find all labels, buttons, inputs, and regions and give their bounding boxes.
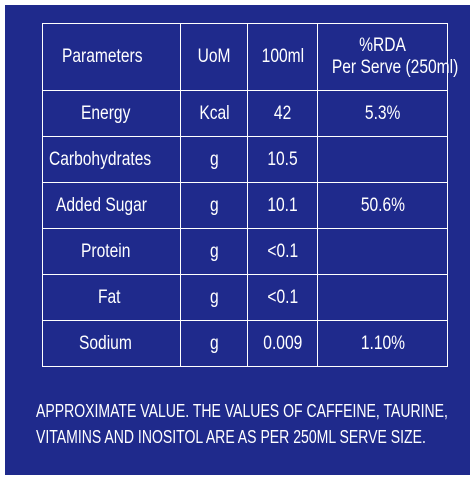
param-cell: Energy bbox=[42, 90, 181, 137]
header-rda-line2: Per Serve (250ml) bbox=[331, 57, 459, 78]
footnote-line-2: VITAMINS AND INOSITOL ARE AS PER 250ML S… bbox=[36, 427, 426, 447]
value-cell: 0.009 bbox=[247, 320, 318, 367]
header-uom: UoM bbox=[180, 23, 248, 91]
uom-cell: g bbox=[180, 182, 248, 229]
rda-cell bbox=[317, 228, 448, 275]
uom-cell: g bbox=[180, 274, 248, 321]
rda-cell bbox=[317, 136, 448, 183]
header-100ml: 100ml bbox=[247, 23, 318, 91]
value-cell: 42 bbox=[247, 90, 318, 137]
header-parameters: Parameters bbox=[42, 23, 181, 91]
table-row-fat: Fat g <0.1 bbox=[42, 274, 448, 321]
param-cell: Carbohydrates bbox=[42, 136, 181, 183]
uom-cell: g bbox=[180, 228, 248, 275]
header-rda: %RDA Per Serve (250ml) bbox=[317, 23, 458, 91]
rda-cell: 50.6% bbox=[317, 182, 448, 229]
uom-cell: g bbox=[180, 320, 248, 367]
uom-cell: g bbox=[180, 136, 248, 183]
nutrition-panel: Parameters UoM 100ml %RDA Per Serve (250… bbox=[5, 5, 470, 475]
rda-cell: 1.10% bbox=[317, 320, 448, 367]
table-row-carbohydrates: Carbohydrates g 10.5 bbox=[42, 136, 448, 183]
param-cell: Protein bbox=[42, 228, 181, 275]
value-cell: 10.5 bbox=[247, 136, 318, 183]
header-rda-line1: %RDA bbox=[359, 35, 406, 56]
table-row-protein: Protein g <0.1 bbox=[42, 228, 448, 275]
value-cell: <0.1 bbox=[247, 228, 318, 275]
footnote: APPROXIMATE VALUE. THE VALUES OF CAFFEIN… bbox=[36, 398, 466, 450]
value-cell: <0.1 bbox=[247, 274, 318, 321]
nutrition-table: Parameters UoM 100ml %RDA Per Serve (250… bbox=[42, 23, 458, 367]
param-cell: Added Sugar bbox=[42, 182, 181, 229]
value-cell: 10.1 bbox=[247, 182, 318, 229]
param-cell: Fat bbox=[42, 274, 181, 321]
table-row-energy: Energy Kcal 42 5.3% bbox=[42, 90, 448, 137]
table-header-row: Parameters UoM 100ml %RDA Per Serve (250… bbox=[42, 23, 458, 91]
uom-cell: Kcal bbox=[180, 90, 248, 137]
rda-cell bbox=[317, 274, 448, 321]
table-row-added-sugar: Added Sugar g 10.1 50.6% bbox=[42, 182, 448, 229]
footnote-line-1: APPROXIMATE VALUE. THE VALUES OF CAFFEIN… bbox=[36, 401, 448, 421]
param-cell: Sodium bbox=[42, 320, 181, 367]
table-row-sodium: Sodium g 0.009 1.10% bbox=[42, 320, 448, 367]
rda-cell: 5.3% bbox=[317, 90, 448, 137]
